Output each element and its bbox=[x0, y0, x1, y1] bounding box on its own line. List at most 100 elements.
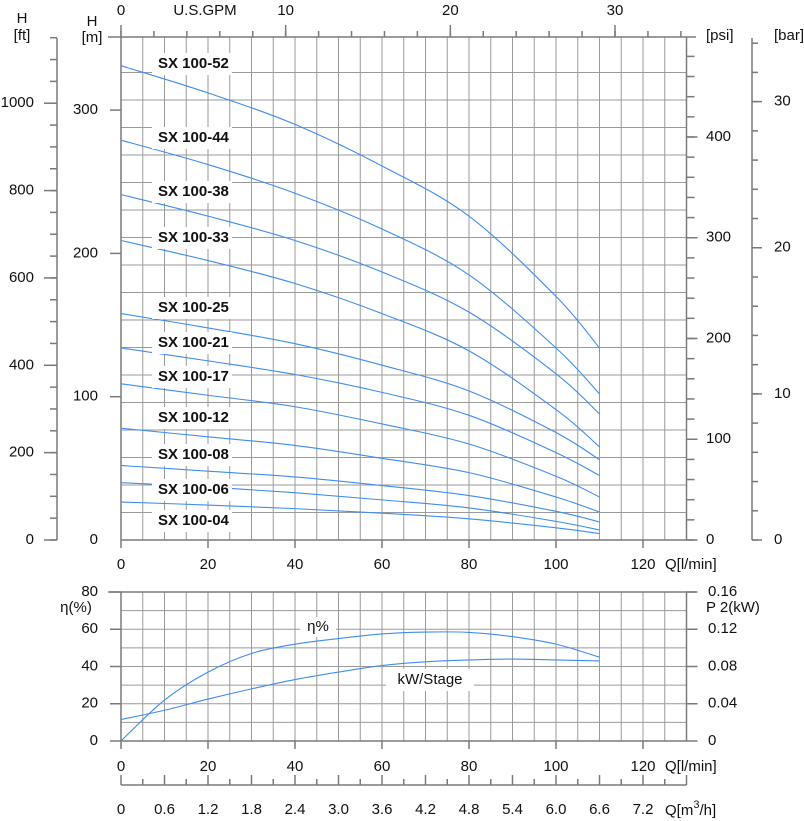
m3h-tick-label: 6.6 bbox=[589, 801, 610, 818]
q-tick-label: 80 bbox=[461, 556, 478, 573]
eta-tick-label: 60 bbox=[81, 620, 98, 637]
q-tick-label-lower: 120 bbox=[630, 758, 655, 775]
q-tick-label-lower: 0 bbox=[117, 758, 125, 775]
curve-label: SX 100-17 bbox=[158, 368, 229, 385]
h-ft-axis-unit: [ft] bbox=[14, 27, 31, 44]
q-tick-label: 100 bbox=[543, 556, 568, 573]
psi-tick-label: 200 bbox=[706, 329, 731, 346]
head-curve-sx-100-33 bbox=[120, 239, 600, 448]
curve-label: SX 100-04 bbox=[158, 512, 230, 529]
curve-label: SX 100-52 bbox=[158, 55, 229, 72]
ft-tick-label: 1000 bbox=[1, 94, 34, 111]
m3h-axis-label: Q[m3/h] bbox=[665, 799, 716, 819]
curve-label-bg bbox=[152, 407, 232, 429]
ft-tick-label: 800 bbox=[9, 182, 34, 199]
eta-tick-label: 0 bbox=[90, 732, 98, 749]
kw-label-bg bbox=[386, 669, 474, 691]
m3h-tick-label: 6.0 bbox=[546, 801, 567, 818]
head-curve-sx-100-44 bbox=[120, 139, 600, 395]
q-axis-label: Q[l/min] bbox=[665, 556, 717, 573]
q-tick-label-lower: 60 bbox=[374, 758, 391, 775]
psi-tick-label: 100 bbox=[706, 430, 731, 447]
head-curve-sx-100-04 bbox=[120, 501, 600, 535]
ft-tick-label: 0 bbox=[26, 531, 34, 548]
p2-tick-label: 0.08 bbox=[708, 657, 737, 674]
ft-tick-label: 600 bbox=[9, 269, 34, 286]
gpm-axis-label: U.S.GPM bbox=[173, 2, 236, 19]
ft-tick-label: 200 bbox=[9, 444, 34, 461]
head-curve-sx-100-17 bbox=[120, 383, 600, 498]
p2-tick-label: 0.12 bbox=[708, 620, 737, 637]
h-m-tick-label: 100 bbox=[73, 388, 98, 405]
q-tick-label: 120 bbox=[630, 556, 655, 573]
head-curve-sx-100-25 bbox=[120, 313, 600, 461]
m3h-tick-label: 4.8 bbox=[459, 801, 480, 818]
head-curve-sx-100-38 bbox=[120, 194, 600, 415]
gpm-tick-label: 10 bbox=[277, 2, 294, 19]
q-tick-label: 60 bbox=[374, 556, 391, 573]
p2-axis-label: P 2(kW) bbox=[706, 599, 760, 616]
power-per-stage-curve bbox=[120, 658, 600, 721]
gpm-tick-label: 0 bbox=[117, 2, 125, 19]
curve-label: SX 100-21 bbox=[158, 334, 229, 351]
m3h-label-base: Q[m bbox=[665, 802, 693, 819]
h-m-tick-label: 300 bbox=[73, 101, 98, 118]
curve-label: SX 100-08 bbox=[158, 446, 229, 463]
curve-label-bg bbox=[152, 127, 232, 149]
efficiency-curve bbox=[120, 631, 600, 742]
curve-label-bg bbox=[152, 53, 232, 75]
curve-label: SX 100-12 bbox=[158, 409, 229, 426]
q-tick-label: 0 bbox=[117, 556, 125, 573]
curve-label-bg bbox=[152, 297, 232, 319]
curve-label: SX 100-44 bbox=[158, 129, 230, 146]
curve-label-bg bbox=[152, 510, 232, 532]
m3h-tick-label: 0 bbox=[117, 801, 125, 818]
m3h-tick-label: 7.2 bbox=[633, 801, 654, 818]
curve-label-bg bbox=[152, 227, 232, 249]
bar-tick-label: 20 bbox=[774, 239, 791, 256]
head-curve-sx-100-52 bbox=[120, 65, 600, 349]
eta-tick-label: 80 bbox=[81, 583, 98, 600]
ft-tick-label: 400 bbox=[9, 356, 34, 373]
curve-label-bg bbox=[152, 479, 232, 501]
gpm-tick-label: 30 bbox=[607, 2, 624, 19]
eta-label-bg bbox=[300, 617, 336, 637]
m3h-label-tail: /h] bbox=[699, 802, 716, 819]
curve-label: SX 100-38 bbox=[158, 183, 229, 200]
m3h-tick-label: 0.6 bbox=[154, 801, 175, 818]
curve-label: SX 100-25 bbox=[158, 299, 229, 316]
curve-label-bg bbox=[152, 332, 232, 354]
m3h-tick-label: 3.6 bbox=[372, 801, 393, 818]
q-tick-label-lower: 100 bbox=[543, 758, 568, 775]
h-m-tick-label: 200 bbox=[73, 244, 98, 261]
gpm-tick-label: 20 bbox=[442, 2, 459, 19]
curve-label: SX 100-06 bbox=[158, 481, 229, 498]
eta-tick-label: 40 bbox=[81, 657, 98, 674]
head-curve-sx-100-21 bbox=[120, 347, 600, 477]
psi-tick-label: 300 bbox=[706, 229, 731, 246]
axes bbox=[44, 25, 762, 786]
bar-axis-label: [bar] bbox=[774, 27, 804, 44]
curve-label-bg bbox=[152, 181, 232, 203]
curve-label: SX 100-33 bbox=[158, 229, 229, 246]
p2-tick-label: 0.04 bbox=[708, 695, 737, 712]
curve-label-bg bbox=[152, 366, 232, 388]
m3h-tick-label: 5.4 bbox=[502, 801, 523, 818]
h-m-axis-unit: [m] bbox=[82, 29, 103, 46]
grid bbox=[121, 37, 687, 741]
q-tick-label: 20 bbox=[200, 556, 217, 573]
p2-tick-label: 0 bbox=[708, 732, 716, 749]
q-tick-label: 40 bbox=[287, 556, 304, 573]
m3h-tick-label: 4.2 bbox=[415, 801, 436, 818]
psi-tick-label: 0 bbox=[706, 531, 714, 548]
q-axis-label-lower: Q[l/min] bbox=[665, 758, 717, 775]
head-curve-sx-100-08 bbox=[120, 464, 600, 523]
bar-tick-label: 10 bbox=[774, 385, 791, 402]
head-curve-sx-100-12 bbox=[120, 427, 600, 513]
h-m-tick-label: 0 bbox=[90, 531, 98, 548]
m3h-tick-label: 1.8 bbox=[241, 801, 262, 818]
curve-label-bg bbox=[152, 444, 232, 466]
psi-tick-label: 400 bbox=[706, 128, 731, 145]
